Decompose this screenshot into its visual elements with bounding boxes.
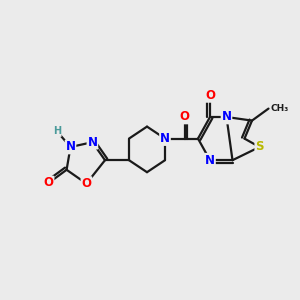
Text: N: N bbox=[221, 110, 232, 124]
Text: O: O bbox=[205, 89, 215, 102]
Text: O: O bbox=[81, 177, 92, 190]
Text: H: H bbox=[53, 126, 61, 136]
Text: N: N bbox=[65, 140, 76, 154]
Text: CH₃: CH₃ bbox=[271, 104, 289, 113]
Text: S: S bbox=[255, 140, 264, 154]
Text: N: N bbox=[205, 154, 215, 167]
Text: O: O bbox=[179, 110, 190, 124]
Text: N: N bbox=[87, 136, 98, 149]
Text: O: O bbox=[44, 176, 54, 190]
Text: N: N bbox=[160, 132, 170, 145]
